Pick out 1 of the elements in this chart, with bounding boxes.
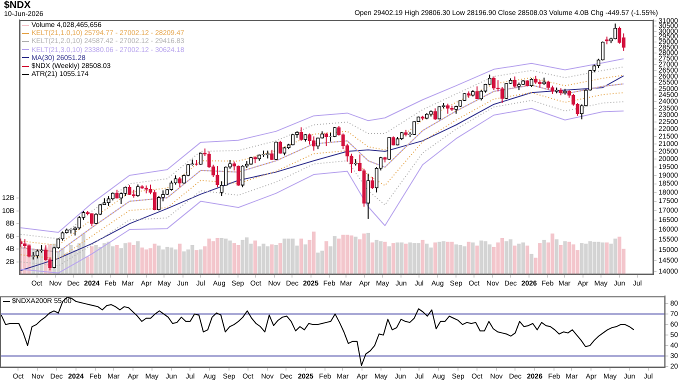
chart-title: $NDX bbox=[4, 0, 31, 11]
